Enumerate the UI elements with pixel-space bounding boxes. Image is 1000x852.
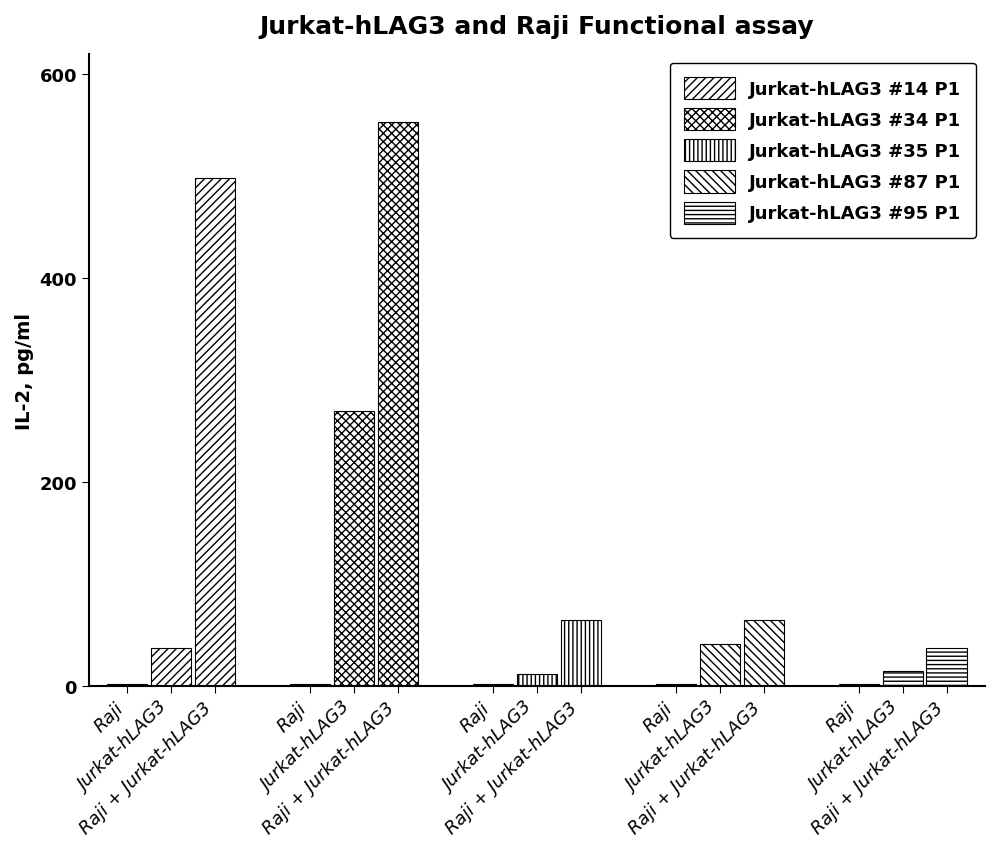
- Bar: [107, 684, 147, 687]
- Bar: [378, 123, 418, 687]
- Bar: [195, 179, 235, 687]
- Bar: [517, 675, 557, 687]
- Bar: [926, 648, 967, 687]
- Legend: Jurkat-hLAG3 #14 P1, Jurkat-hLAG3 #34 P1, Jurkat-hLAG3 #35 P1, Jurkat-hLAG3 #87 : Jurkat-hLAG3 #14 P1, Jurkat-hLAG3 #34 P1…: [670, 64, 976, 239]
- Bar: [883, 671, 923, 687]
- Bar: [656, 684, 696, 687]
- Title: Jurkat-hLAG3 and Raji Functional assay: Jurkat-hLAG3 and Raji Functional assay: [260, 15, 814, 39]
- Bar: [744, 620, 784, 687]
- Bar: [290, 684, 330, 687]
- Bar: [700, 644, 740, 687]
- Bar: [473, 684, 513, 687]
- Bar: [151, 648, 191, 687]
- Bar: [839, 684, 879, 687]
- Bar: [334, 412, 374, 687]
- Y-axis label: IL-2, pg/ml: IL-2, pg/ml: [15, 313, 34, 429]
- Bar: [561, 620, 601, 687]
